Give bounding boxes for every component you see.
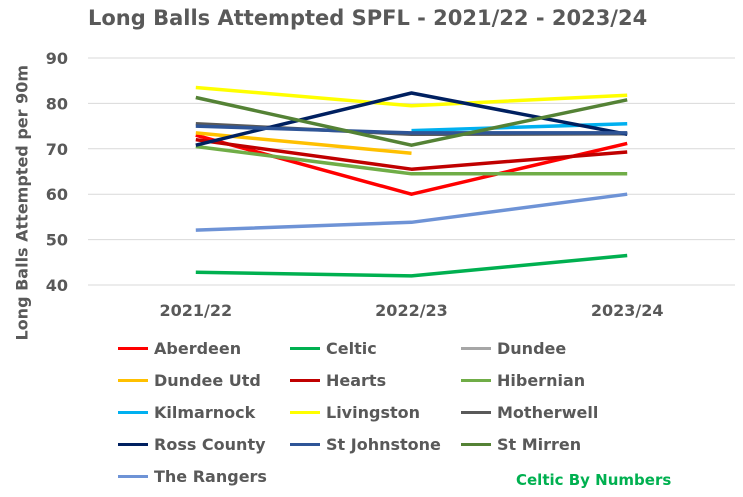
y-tick-label: 80	[46, 94, 68, 113]
legend-item: Celtic	[290, 337, 377, 359]
series-line-the-rangers	[195, 192, 628, 232]
legend-swatch	[118, 346, 148, 350]
legend-item: Aberdeen	[118, 337, 241, 359]
legend-item: St Johnstone	[290, 433, 441, 455]
legend-item: Ross County	[118, 433, 266, 455]
x-tick-label: 2022/23	[375, 301, 448, 320]
legend-label: Hibernian	[497, 370, 586, 390]
legend-item: Hibernian	[461, 369, 585, 391]
legend-swatch	[461, 378, 491, 382]
series-line-celtic	[195, 253, 628, 278]
legend-label: Motherwell	[497, 402, 599, 422]
series-line-hearts	[195, 137, 628, 171]
legend-swatch	[118, 378, 148, 382]
x-tick-label: 2021/22	[160, 301, 233, 320]
y-tick-label: 60	[46, 185, 68, 204]
series-line-st-johnstone	[195, 124, 628, 135]
legend-label: The Rangers	[154, 466, 267, 486]
chart-title: Long Balls Attempted SPFL - 2021/22 - 20…	[88, 6, 648, 30]
legend-item: Livingston	[290, 401, 420, 423]
legend-swatch	[118, 474, 148, 478]
legend-swatch	[118, 410, 148, 414]
legend-item: Dundee	[461, 337, 566, 359]
legend-label: Kilmarnock	[154, 402, 256, 422]
legend-label: St Mirren	[497, 434, 582, 454]
legend-item: St Mirren	[461, 433, 581, 455]
legend-item: Motherwell	[461, 401, 598, 423]
legend-swatch	[290, 378, 320, 382]
legend-item: Hearts	[290, 369, 386, 391]
y-tick-label: 90	[46, 49, 68, 68]
legend-item: The Rangers	[118, 465, 267, 487]
legend-label: St Johnstone	[326, 434, 441, 454]
series-line-hibernian	[195, 144, 628, 176]
legend-item: Dundee Utd	[118, 369, 261, 391]
legend-swatch	[290, 410, 320, 414]
series-line-kilmarnock	[411, 122, 628, 133]
y-tick-label: 40	[46, 276, 68, 295]
series-line-livingston	[195, 85, 628, 108]
legend-label: Livingston	[326, 402, 420, 422]
credit-text: Celtic By Numbers	[516, 471, 672, 489]
legend-swatch	[118, 442, 148, 446]
y-tick-label: 70	[46, 140, 68, 159]
legend-swatch	[461, 346, 491, 350]
legend-label: Hearts	[326, 370, 387, 390]
legend-label: Aberdeen	[154, 338, 242, 358]
legend-swatch	[290, 346, 320, 350]
legend-label: Dundee	[497, 338, 567, 358]
legend-label: Dundee Utd	[154, 370, 261, 390]
legend-swatch	[461, 410, 491, 414]
legend-swatch	[461, 442, 491, 446]
series-line-st-mirren	[195, 95, 628, 147]
x-tick-label: 2023/24	[591, 301, 664, 320]
y-tick-label: 50	[46, 231, 68, 250]
legend-item: Kilmarnock	[118, 401, 255, 423]
legend-label: Celtic	[326, 338, 377, 358]
legend-swatch	[290, 442, 320, 446]
legend-label: Ross County	[154, 434, 266, 454]
